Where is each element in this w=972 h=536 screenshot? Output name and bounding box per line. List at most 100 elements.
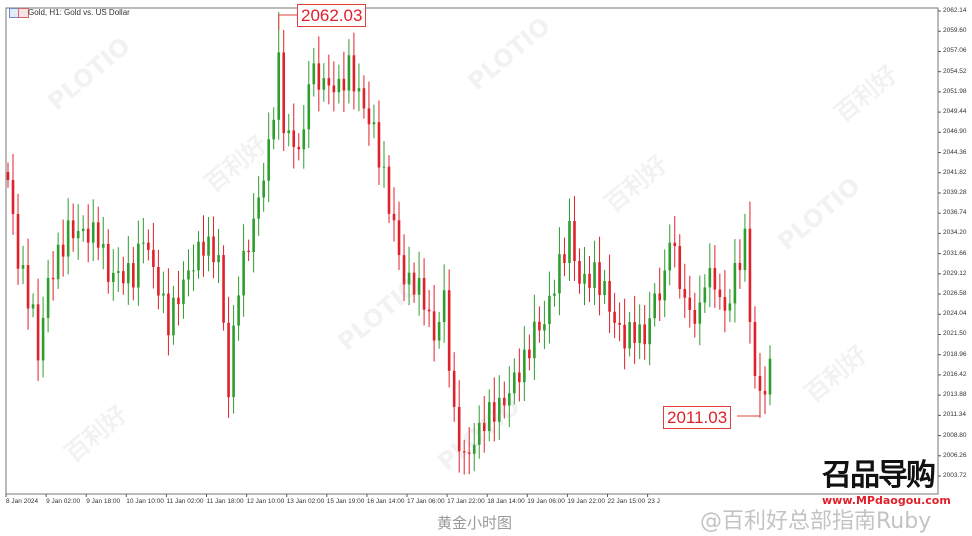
candle-body <box>748 228 752 322</box>
x-tick-label: 17 Jan 22:00 <box>447 498 485 505</box>
candle-body <box>417 278 421 295</box>
x-tick-label: 16 Jan 14:00 <box>366 498 405 505</box>
candle-body <box>157 266 160 296</box>
y-tick-label: 2046.90 <box>943 128 967 136</box>
candle-body <box>643 324 646 345</box>
candle-body <box>362 88 366 109</box>
candle-body <box>472 444 476 454</box>
y-tick-label: 2011.34 <box>943 411 967 419</box>
candle-body <box>132 263 135 288</box>
y-tick-label: 2062.14 <box>943 7 967 14</box>
x-tick-label: 13 Jan 02:00 <box>286 498 325 505</box>
candle-body <box>76 231 80 239</box>
candle-body <box>678 246 682 290</box>
x-tick-label: 8 Jan 2024 <box>6 498 39 505</box>
candle-body <box>633 322 636 343</box>
candle-body <box>51 277 55 280</box>
candle-body <box>503 397 506 406</box>
candle-body <box>332 85 336 93</box>
candle-body <box>718 289 722 298</box>
candle-body <box>382 166 386 168</box>
x-tick-label: 10 Jan 10:00 <box>126 498 164 505</box>
candle-body <box>568 221 571 263</box>
candle-body <box>668 242 672 271</box>
candle-body <box>693 310 697 324</box>
candle-body <box>36 304 40 361</box>
candle-body <box>26 265 30 309</box>
candle-body <box>111 272 115 282</box>
candle-body <box>197 241 200 271</box>
candle-body <box>41 317 45 361</box>
chart-title: Gold, H1: Gold vs. US Dollar <box>28 8 130 17</box>
candle-body <box>487 402 491 432</box>
candle-body <box>177 297 180 305</box>
y-tick-label: 2034.20 <box>943 229 967 237</box>
low-price-label: 2011.03 <box>663 406 732 429</box>
candle-body <box>733 262 737 304</box>
candle-body <box>427 309 431 312</box>
candle-body <box>237 295 240 326</box>
candle-body <box>262 180 265 198</box>
candle-body <box>653 293 656 319</box>
candle-body <box>172 297 175 336</box>
y-tick-label: 2039.28 <box>943 188 967 196</box>
x-tick-label: 18 Jan 14:00 <box>487 498 525 505</box>
candle-body <box>437 322 441 341</box>
x-tick-label: 19 Jan 06:00 <box>527 498 565 505</box>
candle-body <box>447 290 451 371</box>
candle-body <box>81 228 85 232</box>
high-leader-line <box>278 14 297 30</box>
candle-body <box>101 243 105 248</box>
candle-body <box>272 119 275 140</box>
candle-body <box>257 197 260 219</box>
plot-frame <box>5 7 939 495</box>
candle-body <box>548 295 551 325</box>
x-tick-label: 12 Jan 10:00 <box>246 498 285 505</box>
candle-body <box>758 376 762 391</box>
candle-body <box>337 78 341 93</box>
candle-body <box>553 293 556 296</box>
y-tick-label: 2051.98 <box>943 87 967 95</box>
candle-body <box>608 281 611 312</box>
candle-body <box>367 108 371 125</box>
candle-body <box>66 220 70 257</box>
candle-body <box>252 218 255 253</box>
candle-body <box>227 322 230 398</box>
candle-body <box>543 324 546 331</box>
candle-body <box>96 222 100 248</box>
candle-body <box>442 290 446 323</box>
candle-body <box>292 130 296 147</box>
chart-type-icon[interactable] <box>18 8 29 18</box>
candle-body <box>287 130 291 134</box>
candle-body <box>753 321 757 377</box>
y-tick-label: 2036.74 <box>943 209 967 217</box>
y-tick-label: 2049.44 <box>943 108 967 116</box>
candle-body <box>738 262 742 270</box>
candle-body <box>217 255 220 263</box>
candle-body <box>578 261 581 284</box>
candle-body <box>673 242 677 247</box>
candle-body <box>247 250 250 253</box>
y-tick-label: 2024.04 <box>943 310 967 318</box>
candle-body <box>663 270 667 301</box>
candle-body <box>588 273 591 288</box>
candle-body <box>232 325 235 398</box>
candle-body <box>202 241 205 256</box>
candle-body <box>523 349 526 383</box>
candle-body <box>743 228 747 270</box>
candle-body <box>598 262 601 296</box>
candle-body <box>142 242 145 244</box>
candle-body <box>708 267 712 288</box>
y-tick-label: 2054.52 <box>943 67 967 75</box>
y-tick-label: 2057.06 <box>943 47 967 55</box>
candle-body <box>11 180 15 215</box>
candle-body <box>207 236 210 256</box>
weibo-watermark: @百利好总部指南Ruby <box>700 509 932 534</box>
candle-body <box>282 52 286 134</box>
y-tick-label: 2026.58 <box>943 290 967 298</box>
candle-body <box>127 263 130 284</box>
candle-body <box>392 213 396 221</box>
candle-body <box>187 270 190 280</box>
x-tick-label: 22 Jan 15:00 <box>607 498 646 505</box>
